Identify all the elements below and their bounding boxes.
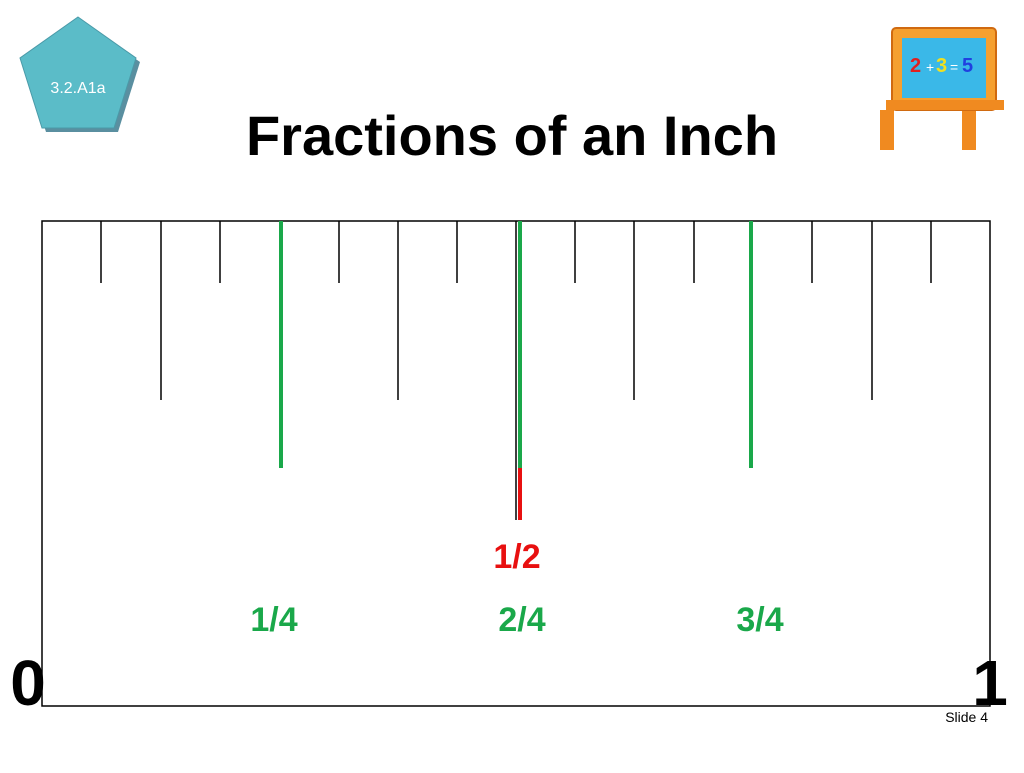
end-label: 1: [972, 647, 1008, 719]
slide-number: Slide 4: [945, 709, 988, 725]
badge: [19, 16, 137, 129]
svg-text:3: 3: [936, 55, 947, 77]
svg-text:5: 5: [962, 55, 973, 77]
quarter-label: 3/4: [736, 601, 783, 639]
badge-label: 3.2.A1a: [50, 80, 105, 97]
svg-text:=: =: [950, 59, 958, 75]
quarter-marks: [279, 221, 753, 468]
svg-text:2: 2: [910, 55, 921, 77]
ruler: [41, 220, 991, 707]
quarter-label: 1/4: [250, 601, 297, 639]
title: Fractions of an Inch: [246, 104, 778, 167]
chalkboard-icon: 2 + 3 = 5: [880, 27, 1004, 150]
start-label: 0: [10, 647, 46, 719]
svg-text:+: +: [926, 59, 934, 75]
quarter-label: 2/4: [498, 601, 545, 639]
half-label: 1/2: [493, 538, 540, 576]
